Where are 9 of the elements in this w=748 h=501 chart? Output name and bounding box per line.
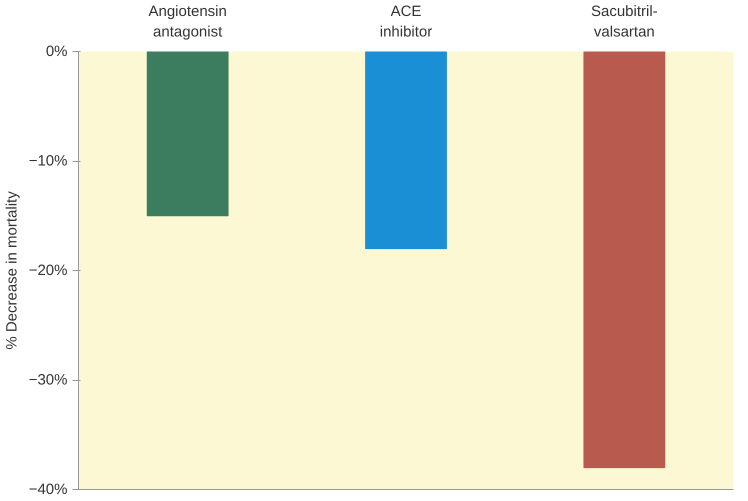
y-tick-label: −20% — [28, 262, 68, 279]
x-tick-label: ACE inhibitor — [380, 3, 432, 40]
y-tick-label: −30% — [28, 372, 68, 388]
y-tick-label: −10% — [28, 152, 68, 170]
x-tick-label: Angiotensin antagonist — [148, 3, 227, 40]
x-tick-label: Sacubitril-valsartan — [590, 3, 658, 40]
y-tick-label: 0% — [46, 43, 68, 60]
y-axis-title: % Decrease in mortality — [4, 190, 21, 350]
y-tick-label: −40% — [28, 481, 68, 498]
